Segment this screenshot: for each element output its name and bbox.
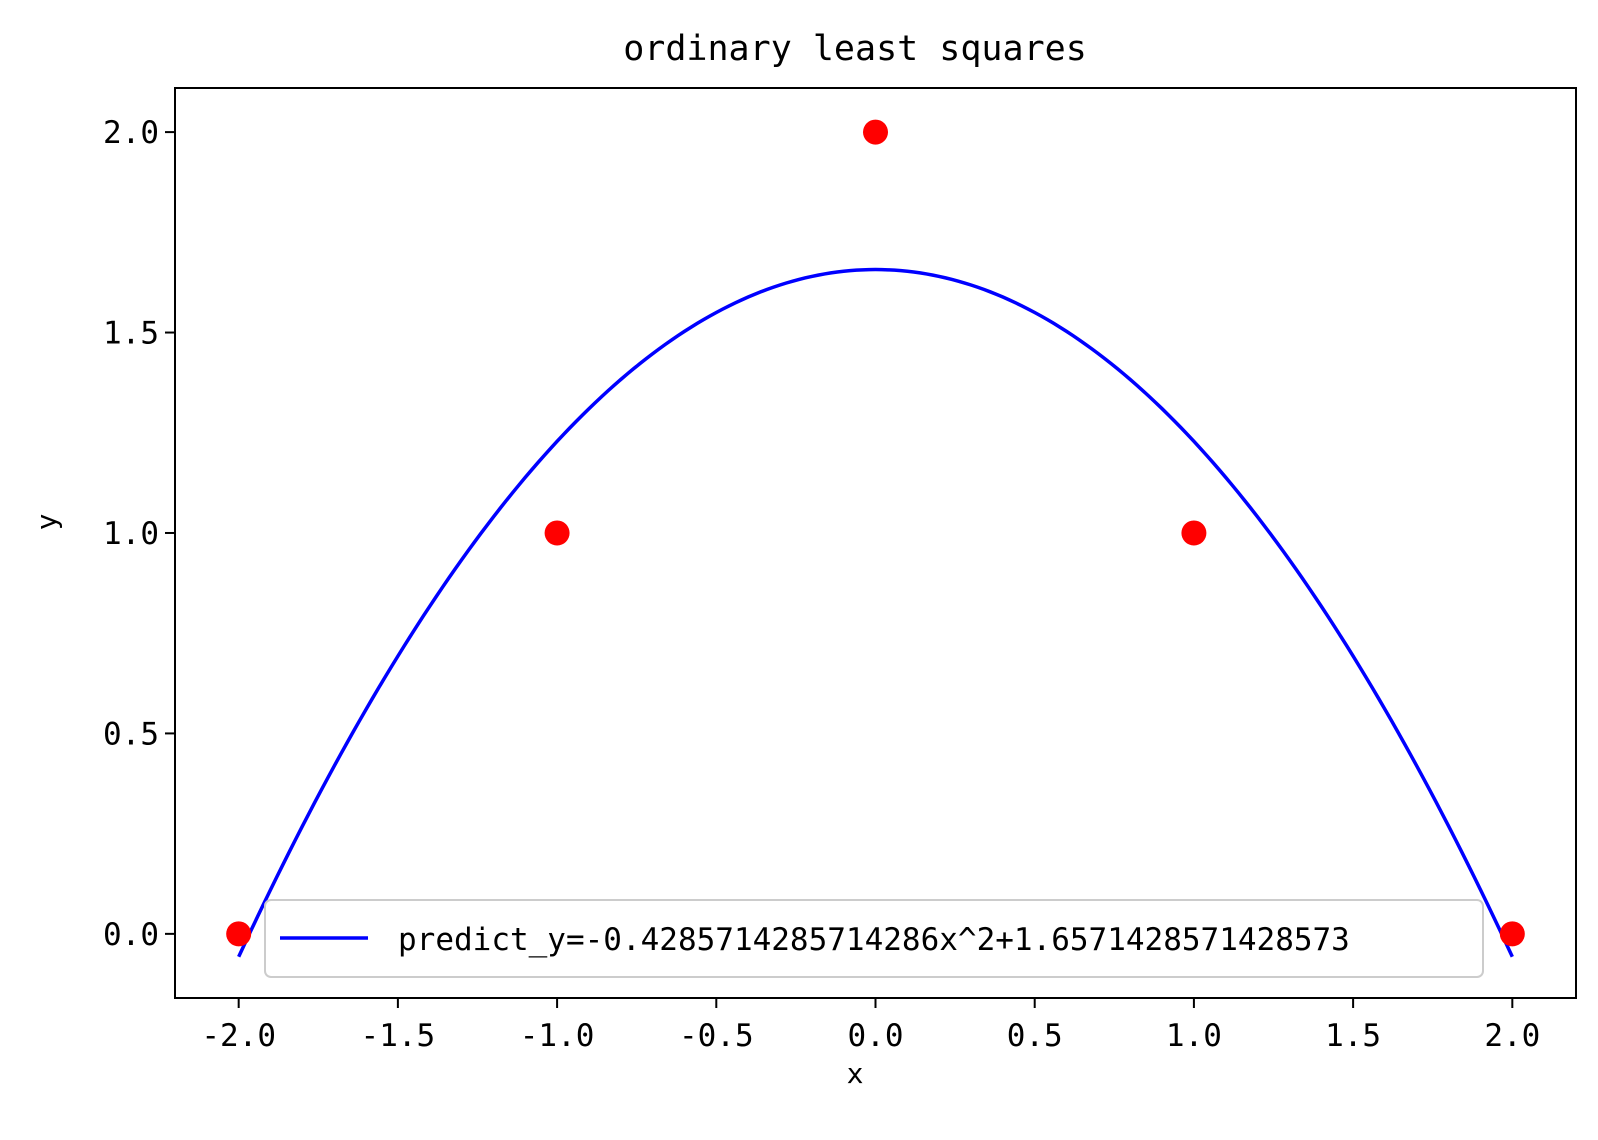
- y-tick-label: 1.0: [103, 516, 159, 552]
- x-tick-label: 0.0: [848, 1018, 904, 1054]
- y-axis-ticks: 0.0 0.5 1.0 1.5 2.0: [103, 115, 175, 953]
- x-tick-label: 1.0: [1166, 1018, 1222, 1054]
- data-point: [863, 119, 888, 145]
- x-axis-ticks: -2.0 -1.5 -1.0 -0.5 0.0 0.5 1.0 1.5 2.0: [201, 998, 1540, 1054]
- x-tick-label: 1.5: [1325, 1018, 1381, 1054]
- y-tick-label: 0.0: [103, 917, 159, 953]
- x-tick-label: 2.0: [1484, 1018, 1540, 1054]
- x-tick-label: 0.5: [1007, 1018, 1063, 1054]
- x-tick-label: -1.5: [361, 1018, 436, 1054]
- x-tick-label: -2.0: [201, 1018, 276, 1054]
- x-tick-label: -0.5: [679, 1018, 754, 1054]
- legend-box: [264, 899, 1484, 978]
- x-tick-label: -1.0: [520, 1018, 595, 1054]
- y-axis-label: y: [30, 514, 63, 531]
- fit-curve-line: [237, 267, 1514, 958]
- legend: predict_y=-0.4285714285714286x^2+1.65714…: [264, 899, 1484, 978]
- data-point: [1499, 921, 1525, 947]
- data-point: [226, 921, 252, 947]
- legend-entry-label: predict_y=-0.4285714285714286x^2+1.65714…: [398, 922, 1350, 958]
- plot-marks: [226, 119, 1525, 958]
- data-point: [544, 520, 570, 546]
- data-point: [1181, 520, 1207, 546]
- chart-title: ordinary least squares: [623, 29, 1087, 69]
- y-tick-label: 1.5: [103, 316, 159, 352]
- y-tick-label: 0.5: [103, 716, 159, 752]
- axes-frame: [174, 87, 1577, 999]
- y-tick-label: 2.0: [103, 115, 159, 151]
- x-axis-label: x: [847, 1057, 864, 1090]
